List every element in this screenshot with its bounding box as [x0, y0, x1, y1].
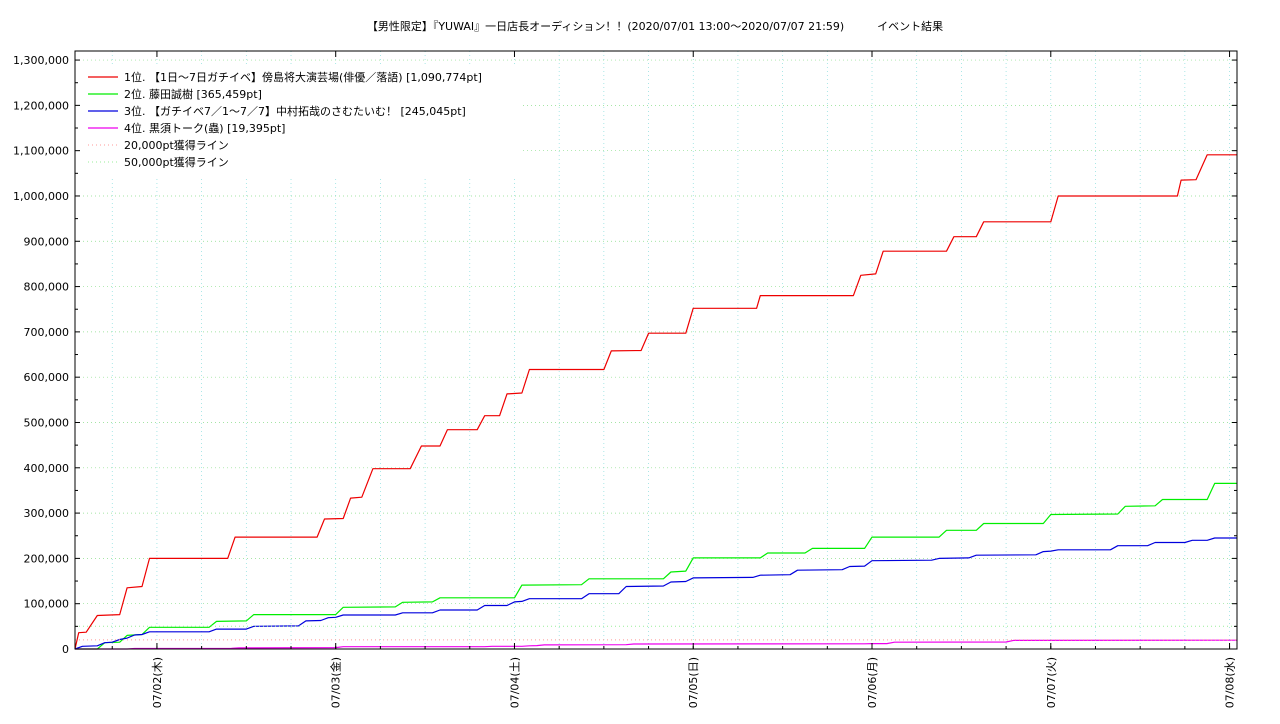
y-tick-label: 100,000	[24, 598, 70, 611]
y-tick-label: 1,100,000	[13, 145, 69, 158]
y-tick-label: 0	[62, 643, 69, 656]
y-tick-label: 1,300,000	[13, 54, 69, 67]
legend-label: 20,000pt獲得ライン	[124, 139, 229, 152]
legend-label: 3位. 【ガチイベ7／1～7／7】中村拓哉のさむたいむ！ [245,045pt]	[124, 104, 466, 118]
series-line-4	[75, 639, 1238, 650]
y-tick-label: 300,000	[24, 507, 70, 520]
y-tick-label: 900,000	[24, 235, 70, 248]
y-tick-label: 1,200,000	[13, 99, 69, 112]
legend-background	[80, 64, 522, 176]
y-tick-label: 700,000	[24, 326, 70, 339]
x-tick-label: 07/02(木)	[151, 657, 164, 708]
legend-label: 1位. 【1日～7日ガチイベ】傍島将大演芸場(俳優／落語) [1,090,774…	[124, 70, 482, 84]
y-tick-label: 600,000	[24, 371, 70, 384]
y-tick-label: 1,000,000	[13, 190, 69, 203]
plot-frame	[74, 50, 1238, 650]
y-tick-label: 800,000	[24, 281, 70, 294]
series-line-2	[75, 482, 1237, 650]
axis-layer: 0 100,000 200,000 300,000 400,000 500,000 600,…	[13, 51, 1237, 708]
series-line-1	[74, 154, 1237, 650]
legend-label: 4位. 黒須トーク(蟲) [19,395pt]	[124, 121, 285, 135]
y-tick-label: 200,000	[24, 552, 70, 565]
chart-title: 【男性限定】『YUWAI』一日店長オーディション！！(2020/07/01 13…	[367, 19, 943, 33]
x-tick-label: 07/03(金)	[329, 657, 343, 708]
legend-label: 50,000pt獲得ライン	[124, 156, 229, 169]
grid-layer	[75, 51, 1237, 649]
x-tick-label: 07/07(火)	[1045, 657, 1058, 708]
x-tick-label: 07/05(日)	[687, 657, 700, 708]
legend: 1位. 【1日～7日ガチイベ】傍島将大演芸場(俳優／落語) [1,090,774…	[80, 64, 522, 176]
y-tick-label: 500,000	[24, 416, 70, 429]
legend-label: 2位. 藤田誠樹 [365,459pt]	[124, 87, 262, 101]
x-tick-label: 07/06(月)	[866, 657, 879, 708]
series-layer	[74, 154, 1238, 650]
x-tick-label: 07/04(土)	[508, 657, 521, 708]
series-line-3	[74, 537, 1237, 650]
y-tick-label: 400,000	[24, 462, 70, 475]
x-tick-label: 07/08(水)	[1224, 657, 1237, 708]
